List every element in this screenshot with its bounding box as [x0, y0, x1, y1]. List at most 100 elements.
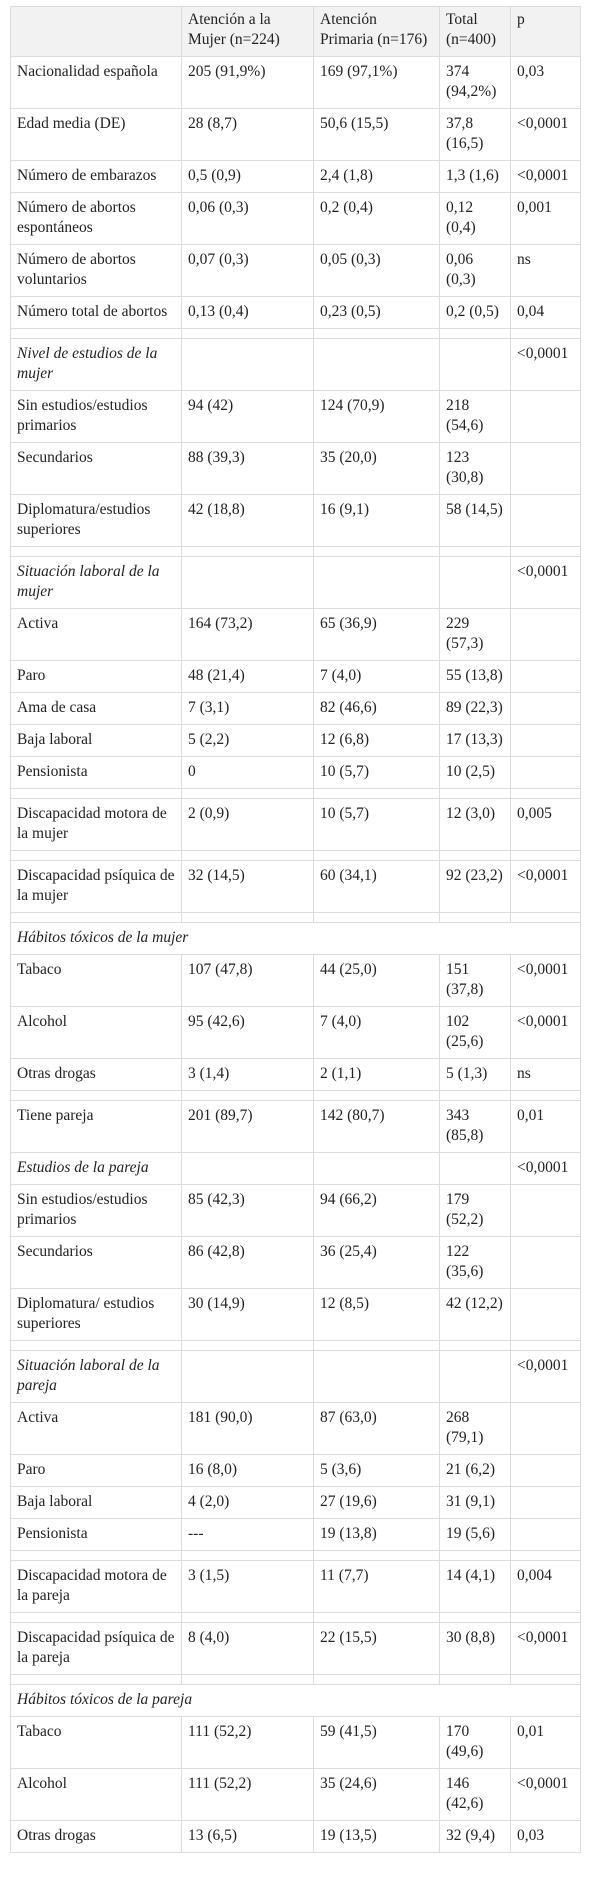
cell: 0,04 [510, 296, 581, 329]
cell: 179 (52,2) [439, 1184, 511, 1237]
cell: 111 (52,2) [181, 1768, 314, 1821]
row-label: Secundarios [10, 442, 182, 495]
cell: 12 (3,0) [439, 798, 511, 851]
section-heading: Estudios de la pareja [10, 1152, 182, 1185]
cell: 22 (15,5) [313, 1622, 440, 1675]
cell: 0,01 [510, 1100, 581, 1153]
cell: 27 (19,6) [313, 1486, 440, 1519]
cell: 4 (2,0) [181, 1486, 314, 1519]
cell: 30 (8,8) [439, 1622, 511, 1675]
cell: 0,06 (0,3) [439, 244, 511, 297]
header-cell: Atención Primaria (n=176) [313, 6, 440, 57]
cell: 19 (13,8) [313, 1518, 440, 1551]
header-row: Atención a la Mujer (n=224) Atención Prim… [10, 6, 581, 57]
header-cell [10, 6, 182, 57]
cell [439, 1350, 511, 1403]
spacer-cell [439, 328, 511, 339]
cell [510, 442, 581, 495]
cell [510, 390, 581, 443]
section-heading: Situación laboral de la mujer [10, 556, 182, 609]
spacer-cell [181, 1612, 314, 1623]
spacer-cell [181, 328, 314, 339]
table-row: Discapacidad psíquica de la mujer 32 (14,… [10, 860, 581, 913]
cell: 2,4 (1,8) [313, 160, 440, 193]
spacer-cell [439, 1674, 511, 1685]
cell: 151 (37,8) [439, 954, 511, 1007]
spacer-cell [510, 546, 581, 557]
cell: 42 (12,2) [439, 1288, 511, 1341]
cell: 205 (91,9%) [181, 56, 314, 109]
cell: 0,004 [510, 1560, 581, 1613]
spacer-cell [10, 546, 182, 557]
cell: 0,23 (0,5) [313, 296, 440, 329]
spacer-cell [10, 328, 182, 339]
cell: 11 (7,7) [313, 1560, 440, 1613]
spacer-cell [510, 788, 581, 799]
spacer-cell [10, 850, 182, 861]
section-heading: Situación laboral de la pareja [10, 1350, 182, 1403]
cell: 87 (63,0) [313, 1402, 440, 1455]
row-label: Discapacidad motora de la mujer [10, 798, 182, 851]
cell: 0,001 [510, 192, 581, 245]
cell: 0,01 [510, 1716, 581, 1769]
cell: 268 (79,1) [439, 1402, 511, 1455]
cell [510, 1518, 581, 1551]
table-row: Pensionista --- 19 (13,8) 19 (5,6) [10, 1518, 581, 1551]
cell: 122 (35,6) [439, 1236, 511, 1289]
cell: 55 (13,8) [439, 660, 511, 693]
cell: 169 (97,1%) [313, 56, 440, 109]
cell: 181 (90,0) [181, 1402, 314, 1455]
spacer-cell [313, 1340, 440, 1351]
row-label: Número total de abortos [10, 296, 182, 329]
table-row: Otras drogas 13 (6,5) 19 (13,5) 32 (9,4) 0,0… [10, 1820, 581, 1853]
cell: 0,05 (0,3) [313, 244, 440, 297]
header-cell: Atención a la Mujer (n=224) [181, 6, 314, 57]
cell: 1,3 (1,6) [439, 160, 511, 193]
cell [510, 1288, 581, 1341]
table-row: Paro 16 (8,0) 5 (3,6) 21 (6,2) [10, 1454, 581, 1487]
cell: <0,0001 [510, 338, 581, 391]
spacer-cell [439, 1340, 511, 1351]
cell: 0,06 (0,3) [181, 192, 314, 245]
cell [510, 1184, 581, 1237]
spacer-row [10, 850, 581, 861]
cell: 92 (23,2) [439, 860, 511, 913]
table-row: Pensionista 0 10 (5,7) 10 (2,5) [10, 756, 581, 789]
spacer-cell [439, 1612, 511, 1623]
cell: 0,03 [510, 56, 581, 109]
cell: 12 (6,8) [313, 724, 440, 757]
cell: 85 (42,3) [181, 1184, 314, 1237]
cell: <0,0001 [510, 1768, 581, 1821]
cell: 0 [181, 756, 314, 789]
spacer-cell [313, 1550, 440, 1561]
cell [439, 556, 511, 609]
row-label: Otras drogas [10, 1820, 182, 1853]
cell: 107 (47,8) [181, 954, 314, 1007]
cell: <0,0001 [510, 160, 581, 193]
row-label: Edad media (DE) [10, 108, 182, 161]
cell: 21 (6,2) [439, 1454, 511, 1487]
cell [181, 338, 314, 391]
cell: 374 (94,2%) [439, 56, 511, 109]
spacer-cell [10, 1612, 182, 1623]
spacer-row [10, 1674, 581, 1685]
cell: 32 (14,5) [181, 860, 314, 913]
spacer-cell [510, 1340, 581, 1351]
cell: 48 (21,4) [181, 660, 314, 693]
cell [313, 338, 440, 391]
cell: 218 (54,6) [439, 390, 511, 443]
table-row: Número de abortos voluntarios 0,07 (0,3) 0… [10, 244, 581, 297]
table-row: Alcohol 95 (42,6) 7 (4,0) 102 (25,6) <0,0001 [10, 1006, 581, 1059]
cell: 28 (8,7) [181, 108, 314, 161]
cell: 32 (9,4) [439, 1820, 511, 1853]
cell: 201 (89,7) [181, 1100, 314, 1153]
cell [510, 494, 581, 547]
cell: 60 (34,1) [313, 860, 440, 913]
spacer-cell [510, 328, 581, 339]
results-table: Atención a la Mujer (n=224) Atención Prim… [10, 6, 581, 1853]
cell [510, 1454, 581, 1487]
spacer-cell [510, 912, 581, 923]
cell [510, 1486, 581, 1519]
cell: 0,2 (0,4) [313, 192, 440, 245]
row-label: Baja laboral [10, 724, 182, 757]
